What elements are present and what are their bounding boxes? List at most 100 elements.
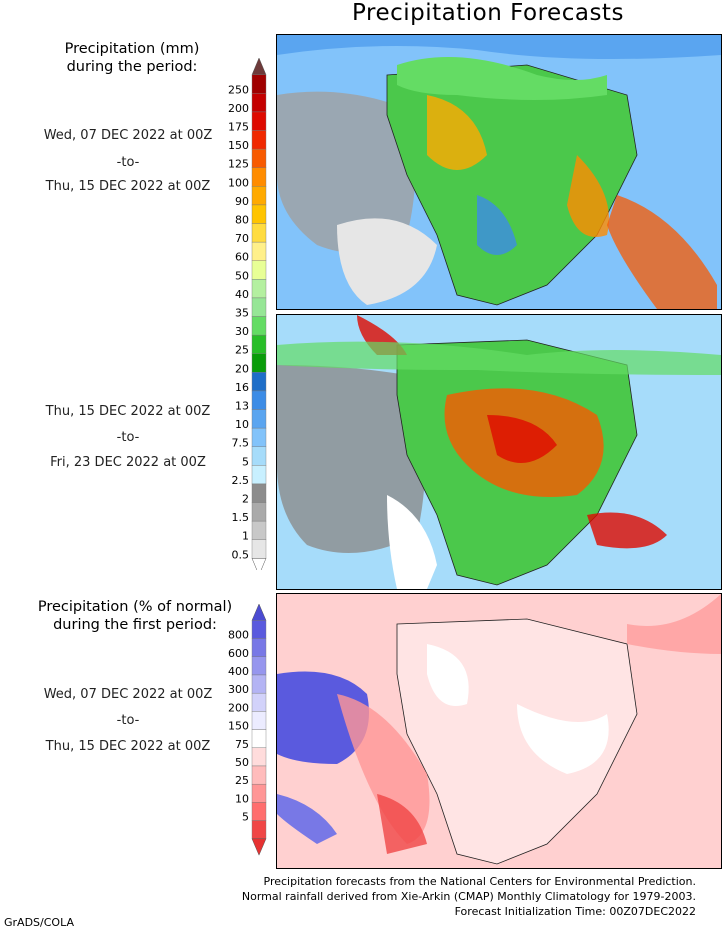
colorbar-swatch [251,167,267,187]
colorbar-swatch [251,765,267,785]
period1-start: Wed, 07 DEC 2022 at 00Z [43,128,213,143]
rain-band-caribbean [277,35,721,59]
colorbar-swatch [251,353,267,373]
colorbar-label: 400 [228,665,249,678]
amount-legend-heading: Precipitation (mm) during the period: [40,40,224,76]
period3-sep: -to- [116,713,140,728]
light-rain-patch [477,195,517,255]
rain-core-east [567,155,609,237]
normal-region-north [427,644,469,706]
percent-heading-line1: Precipitation (% of normal) [37,599,233,615]
colorbar-label: 150 [228,139,249,152]
footer-line2: Normal rainfall derived from Xie-Arkin (… [241,890,696,903]
amount-colorbar: 2502001751501251009080706050403530252016… [228,58,267,570]
colorbar-label: 200 [228,701,249,714]
colorbar-label: 16 [235,381,249,394]
dry-anomaly-chile [377,794,427,854]
period1-end: Thu, 15 DEC 2022 at 00Z [45,179,211,194]
colorbar-label: 10 [235,792,249,805]
colorbar-swatch [251,692,267,712]
colorbar-bottom-arrow [251,838,267,856]
colorbar-swatch [251,204,267,224]
colorbar-swatch [251,802,267,821]
colorbar-top-arrow [251,604,267,621]
colorbar-swatch [251,409,267,429]
colorbar-swatch [251,260,267,280]
map-period2-amount [276,314,722,590]
wet-anomaly-pacific [277,671,369,764]
colorbar-swatch [251,372,267,392]
dry-region-pacific [277,91,415,253]
colorbar-swatch [251,241,267,261]
colorbar-label: 13 [235,400,249,413]
colorbar-label: 1 [242,530,249,543]
colorbar-swatch [251,674,267,694]
colorbar-label: 40 [235,288,249,301]
colorbar-swatch [251,223,267,243]
period2-sep: -to- [116,430,140,445]
rain-core-atlantic [587,512,667,549]
colorbar-label: 2 [242,493,249,506]
colorbar-label: 75 [235,738,249,751]
colorbar-label: 20 [235,362,249,375]
colorbar-swatch [251,729,267,748]
colorbar-label: 10 [235,418,249,431]
colorbar-swatch [251,502,267,522]
colorbar-swatch [251,334,267,354]
colorbar-label: 250 [228,83,249,96]
colorbar-label: 50 [235,756,249,769]
amount-heading-line1: Precipitation (mm) [64,41,200,57]
period3-start: Wed, 07 DEC 2022 at 00Z [43,687,213,702]
colorbar-swatch [251,186,267,206]
rain-band-itcz [277,341,721,375]
colorbar-swatch [251,465,267,485]
colorbar-label: 5 [242,811,249,824]
percent-legend-heading: Precipitation (% of normal) during the f… [10,598,260,634]
colorbar-label: 100 [228,176,249,189]
period1-sep: -to- [116,155,140,170]
colorbar-swatch [251,316,267,336]
colorbar-label: 600 [228,647,249,660]
colorbar-swatch [251,638,267,657]
colorbar-label: 300 [228,683,249,696]
colorbar-label: 5 [242,455,249,468]
credit-label: GrADS/COLA [4,916,74,929]
colorbar-swatch [251,483,267,503]
page-title: Precipitation Forecasts [352,0,624,26]
colorbar-label: 25 [235,344,249,357]
period2-start: Thu, 15 DEC 2022 at 00Z [45,404,211,419]
percent-heading-line2: during the first period: [53,617,217,633]
colorbar-swatch [251,520,267,540]
colorbar-label: 175 [228,121,249,134]
dry-region-southpacific [337,218,437,305]
colorbar-swatch [251,148,267,168]
colorbar-label: 200 [228,102,249,115]
wet-anomaly-south [277,794,337,844]
colorbar-swatch [251,620,267,639]
colorbar-swatch [251,783,267,803]
rain-band-atlantic [607,195,717,309]
colorbar-label: 125 [228,158,249,171]
colorbar-swatch [251,427,267,447]
footer-line1: Precipitation forecasts from the Nationa… [263,875,697,888]
colorbar-label: 0.5 [232,548,250,561]
colorbar-swatch [251,111,267,131]
amount-heading-line2: during the period: [66,59,198,75]
dry-anomaly-atlantic [627,594,721,654]
colorbar-label: 90 [235,195,249,208]
colorbar-swatch [251,390,267,410]
colorbar-swatch [251,711,267,730]
colorbar-swatch [251,820,267,839]
colorbar-swatch [251,656,267,676]
colorbar-label: 2.5 [232,474,250,487]
colorbar-label: 70 [235,232,249,245]
colorbar-swatch [251,446,267,466]
colorbar-swatch [251,74,267,94]
colorbar-top-arrow [251,58,267,75]
colorbar-swatch [251,130,267,150]
colorbar-swatch [251,279,267,299]
colorbar-label: 800 [228,629,249,642]
colorbar-swatch [251,93,267,113]
colorbar-label: 7.5 [232,437,250,450]
rain-core-heavy [487,415,557,463]
